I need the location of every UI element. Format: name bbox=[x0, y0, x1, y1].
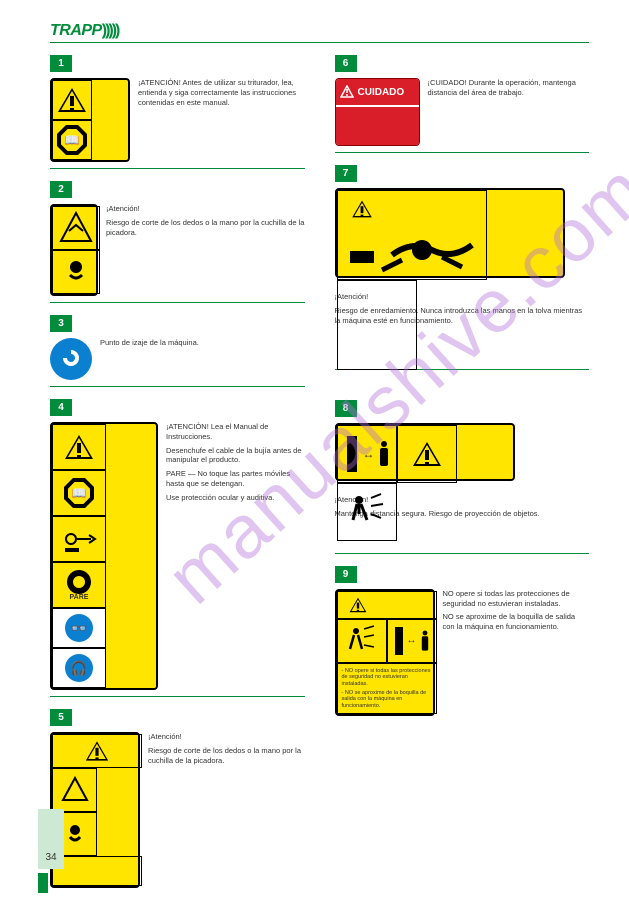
cut-hazard-sign bbox=[50, 204, 98, 296]
section-number: 1 bbox=[50, 55, 72, 72]
section-text: ¡ATENCIÓN! Lea el Manual de Instruccione… bbox=[166, 422, 305, 506]
brand-waves: ))))) bbox=[102, 22, 119, 39]
warning-triangle-icon bbox=[58, 88, 86, 112]
warning-triangle-icon bbox=[349, 598, 366, 612]
person-falling-icon bbox=[342, 215, 482, 275]
entanglement-sign bbox=[335, 188, 565, 278]
warning-sign: 📖 bbox=[50, 78, 130, 162]
sign-text-line: - NO se aproxime de la boquilla de salid… bbox=[342, 690, 432, 710]
barrier-icon bbox=[345, 434, 359, 474]
side-accent-bar bbox=[38, 873, 48, 893]
section-number: 2 bbox=[50, 181, 72, 198]
eye-protection-icon: 👓 bbox=[65, 614, 93, 642]
section-5: 5 ¡Atención! Riesgo de corte de los dedo… bbox=[50, 709, 305, 888]
warning-triangle-icon bbox=[340, 85, 354, 99]
multi-warning-sign: 📖 PARE 👓 🎧 bbox=[50, 422, 158, 690]
section-number: 4 bbox=[50, 399, 72, 416]
section-6: 6 CUIDADO ¡CUIDADO! Durante la operación… bbox=[335, 55, 590, 153]
cuidado-sign: CUIDADO bbox=[335, 78, 420, 146]
section-text: ¡Atención! Riesgo de corte de los dedos … bbox=[148, 732, 305, 769]
section-number: 6 bbox=[335, 55, 357, 72]
sign-text-line: - NO opere si todas las protecciones de … bbox=[342, 668, 432, 688]
warning-triangle-icon bbox=[413, 442, 441, 466]
barrier-icon bbox=[394, 626, 404, 656]
section-number: 9 bbox=[335, 566, 357, 583]
section-3: 3 Punto de izaje de la máquina. bbox=[50, 315, 305, 387]
brand-name: TRAPP bbox=[50, 22, 102, 39]
content-columns: 1 📖 ¡ATENCIÓN! Antes de utilizar su trit… bbox=[50, 55, 589, 900]
lifting-point-icon bbox=[50, 338, 92, 380]
person-icon bbox=[379, 441, 389, 467]
cuidado-label: CUIDADO bbox=[358, 87, 405, 98]
section-text: ¡CUIDADO! Durante la operación, mantenga… bbox=[428, 78, 590, 102]
section-text: Punto de izaje de la máquina. bbox=[100, 338, 305, 352]
section-9: 9 ↔ bbox=[335, 566, 590, 717]
blade-cut-icon bbox=[60, 775, 90, 805]
warning-triangle-icon bbox=[86, 741, 108, 760]
section-1: 1 📖 ¡ATENCIÓN! Antes de utilizar su trit… bbox=[50, 55, 305, 169]
section-8: 8 ↔ bbox=[335, 400, 590, 554]
hand-hazard-icon bbox=[61, 257, 91, 287]
rotating-blade-icon bbox=[67, 570, 91, 594]
left-column: 1 📖 ¡ATENCIÓN! Antes de utilizar su trit… bbox=[50, 55, 305, 900]
section-7: 7 ¡Atención! R bbox=[335, 165, 590, 370]
section-number: 5 bbox=[50, 709, 72, 726]
warning-triangle-icon bbox=[65, 435, 93, 459]
ear-protection-icon: 🎧 bbox=[65, 654, 93, 682]
section-number: 3 bbox=[50, 315, 72, 332]
page-number: 34 bbox=[38, 809, 64, 869]
unplug-icon bbox=[61, 524, 97, 554]
section-text: NO opere si todas las protecciones de se… bbox=[443, 589, 590, 636]
section-number: 7 bbox=[335, 165, 357, 182]
section-number: 8 bbox=[335, 400, 357, 417]
read-manual-icon: 📖 bbox=[57, 125, 87, 155]
distance-warning-sign: ↔ bbox=[335, 423, 515, 481]
section-2: 2 bbox=[50, 181, 305, 303]
section-text: ¡ATENCIÓN! Antes de utilizar su triturad… bbox=[138, 78, 305, 111]
guards-warning-sign: ↔ - NO opere si todas las protecciones d… bbox=[335, 589, 435, 717]
hand-hazard-icon bbox=[62, 821, 88, 847]
person-icon bbox=[421, 630, 429, 651]
blade-cut-icon bbox=[59, 211, 93, 245]
header-rule bbox=[50, 42, 589, 43]
section-4: 4 📖 PARE 👓 bbox=[50, 399, 305, 697]
pare-label: PARE bbox=[70, 594, 89, 601]
right-column: 6 CUIDADO ¡CUIDADO! Durante la operación… bbox=[335, 55, 590, 900]
debris-projection-icon bbox=[344, 623, 380, 659]
debris-projection-icon bbox=[345, 490, 389, 534]
brand-logo: TRAPP))))) bbox=[50, 22, 118, 40]
section-text: ¡Atención! Riesgo de corte de los dedos … bbox=[106, 204, 305, 241]
read-manual-icon: 📖 bbox=[64, 478, 94, 508]
